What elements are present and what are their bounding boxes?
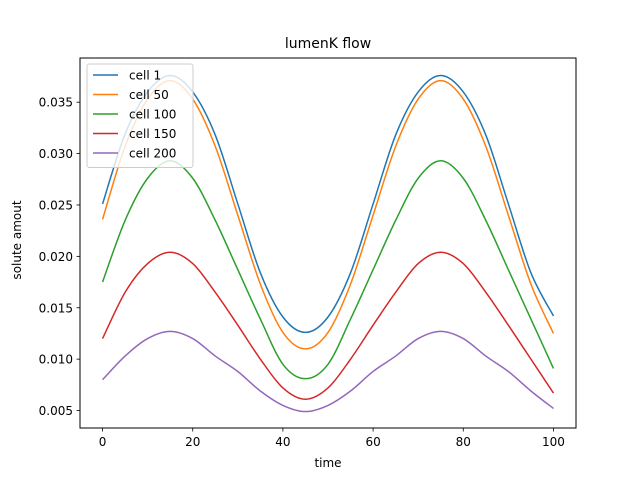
legend-label: cell 100 — [129, 108, 176, 122]
x-tick-label: 0 — [99, 435, 107, 449]
series-line-cell-150 — [101, 251, 555, 400]
x-tick-label: 80 — [456, 435, 471, 449]
legend-label: cell 200 — [129, 147, 176, 161]
x-tick-label: 100 — [542, 435, 565, 449]
y-tick-label: 0.005 — [39, 404, 73, 418]
legend: cell 1 cell 50 cell 100 cell 150 cell 200 — [86, 63, 194, 168]
y-tick-label: 0.010 — [39, 353, 73, 367]
legend-label: cell 1 — [129, 69, 161, 83]
legend-label: cell 50 — [129, 88, 169, 102]
x-axis-ticks: 0 20 40 60 80 100 — [99, 428, 565, 449]
x-axis-label: time — [314, 456, 341, 470]
x-tick-label: 60 — [365, 435, 380, 449]
y-tick-label: 0.035 — [39, 96, 73, 110]
x-tick-label: 40 — [275, 435, 290, 449]
y-tick-label: 0.030 — [39, 147, 73, 161]
series-line-cell-200 — [102, 330, 554, 413]
x-tick-label: 20 — [185, 435, 200, 449]
legend-label: cell 150 — [129, 127, 176, 141]
legend-box — [86, 63, 194, 168]
y-tick-label: 0.020 — [39, 250, 73, 264]
y-tick-label: 0.025 — [39, 198, 73, 212]
chart-title: lumenK flow — [285, 36, 371, 52]
y-tick-label: 0.015 — [39, 301, 73, 315]
y-axis-label: solute amout — [10, 200, 24, 279]
y-axis-ticks: 0.005 0.010 0.015 0.020 0.025 0.030 0.035 — [39, 96, 80, 418]
plot-frame — [79, 57, 577, 429]
series-line-cell-100 — [101, 160, 555, 380]
